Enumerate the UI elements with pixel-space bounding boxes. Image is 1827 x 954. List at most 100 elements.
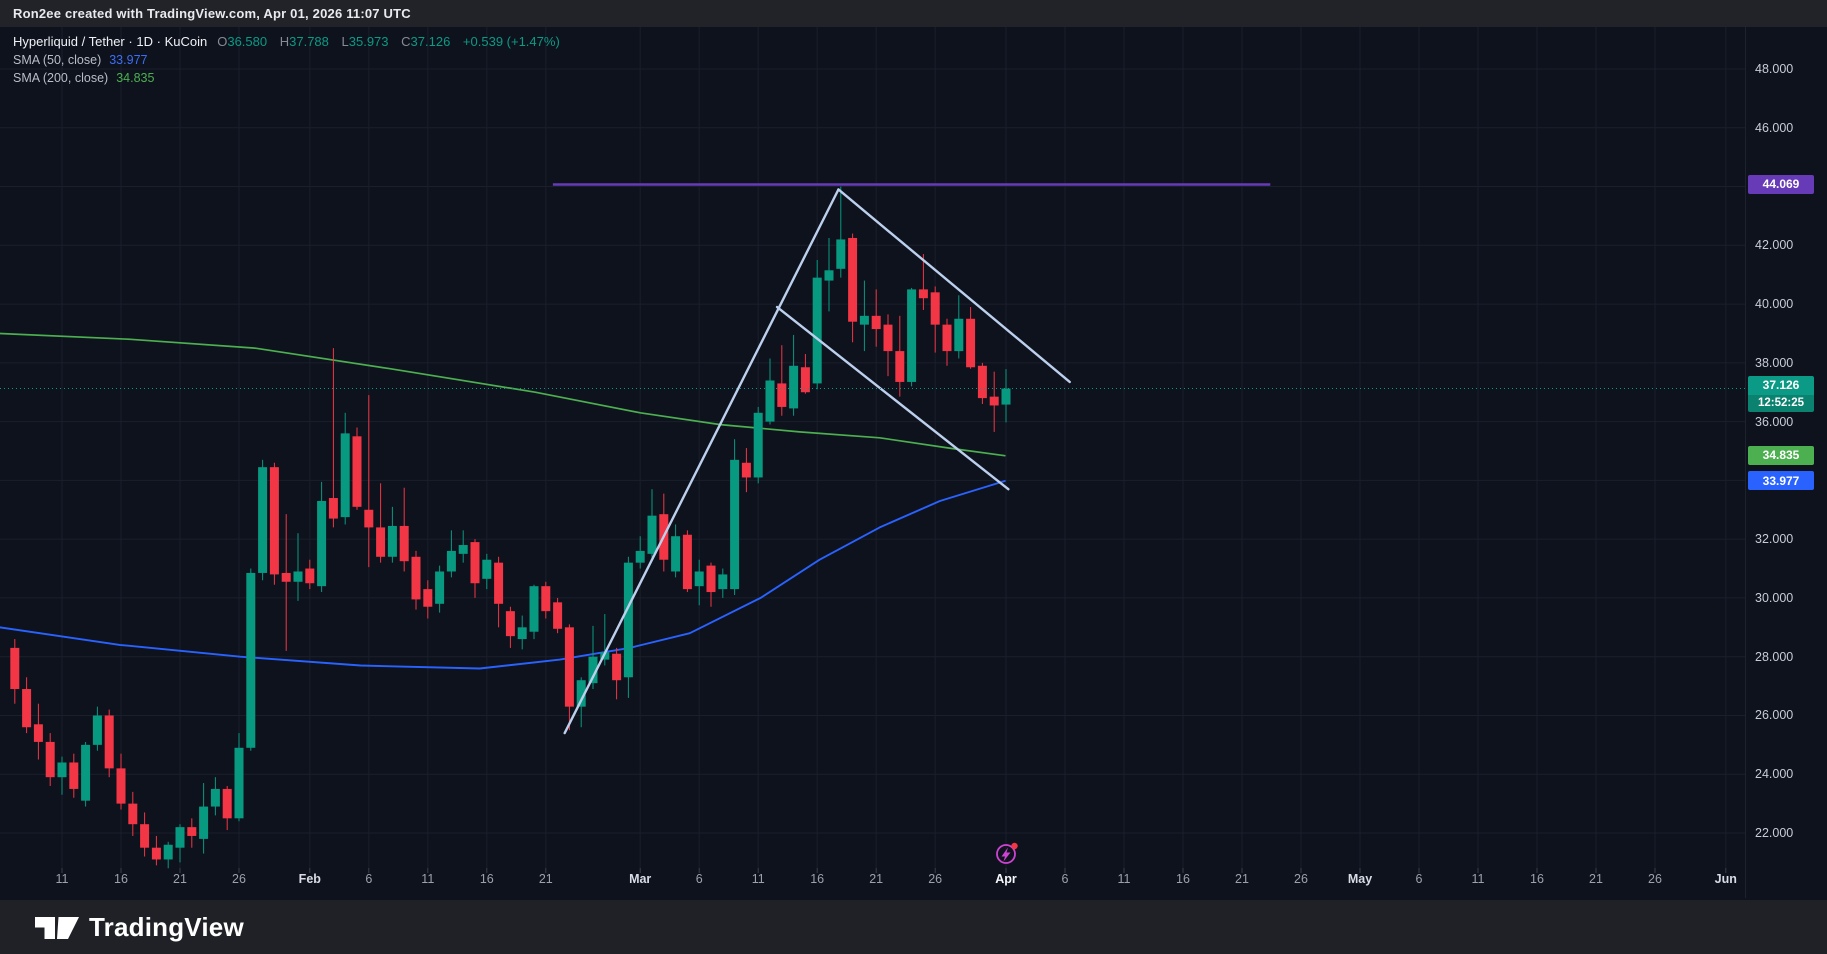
candle-down — [741, 462, 751, 478]
candle-up — [753, 412, 763, 478]
candle-up — [258, 467, 268, 573]
symbol-title: Hyperliquid / Tether · 1D · KuCoin — [13, 34, 208, 49]
candle-up — [482, 559, 492, 579]
candle-up — [824, 270, 834, 281]
chart-legend: Hyperliquid / Tether · 1D · KuCoin O36.5… — [13, 33, 560, 87]
time-axis-label: 21 — [173, 872, 187, 886]
time-axis-label: 21 — [1235, 872, 1249, 886]
tradingview-logo[interactable]: TradingView — [34, 912, 244, 943]
candle-down — [104, 715, 114, 769]
trendline[interactable] — [837, 188, 1071, 384]
time-axis-label: 16 — [1176, 872, 1190, 886]
candle-down — [541, 586, 551, 612]
candle-up — [635, 550, 645, 563]
indicator-row-sma50[interactable]: SMA (50, close) 33.977 — [13, 52, 148, 67]
time-axis-label: 11 — [751, 872, 765, 886]
candle-up — [317, 500, 327, 587]
candle-down — [33, 724, 43, 742]
candle-down — [411, 556, 421, 600]
interval-label: 1D — [136, 34, 153, 49]
candle-down — [989, 396, 999, 406]
candle-up — [789, 365, 799, 409]
candle-down — [328, 498, 338, 519]
time-axis[interactable]: 11 16 21 26 Feb 6 11 16 21 Mar 6 11 16 21 26 Apr 6 11 16 21… — [0, 868, 1745, 898]
price-axis[interactable]: 44.069 37.126 12:52:25 34.835 33.977 48.… — [1745, 27, 1827, 898]
candle-up — [435, 571, 445, 604]
candle-up — [446, 550, 456, 572]
candle-down — [399, 525, 409, 562]
candle-up — [588, 656, 598, 684]
candle-up — [246, 572, 256, 748]
price-axis-label: 22.000 — [1755, 826, 1794, 840]
candle-up — [1001, 388, 1011, 405]
candle-down — [777, 383, 787, 407]
candle-down — [494, 562, 504, 604]
candle-up — [458, 545, 468, 554]
ohlc-values: O36.580 H37.788 L35.973 C37.126 +0.539 (… — [217, 34, 560, 49]
sma200-line — [0, 332, 1006, 457]
candle-down — [305, 568, 315, 584]
trendline[interactable] — [563, 188, 840, 735]
tradingview-logo-icon — [35, 917, 79, 939]
candle-down — [128, 803, 138, 825]
price-badge-sma200: 34.835 — [1748, 445, 1814, 465]
candle-up — [907, 289, 917, 382]
candle-down — [848, 237, 858, 322]
candle-up — [647, 515, 657, 554]
candle-up — [517, 627, 527, 640]
price-axis-label: 48.000 — [1755, 62, 1794, 76]
time-axis-month-label: Jun — [1714, 872, 1737, 886]
time-axis-label: 21 — [869, 872, 884, 886]
candle-up — [163, 844, 173, 860]
attribution-text: Ron2ee created with TradingView.com, Apr… — [13, 6, 411, 21]
event-lightning-icon[interactable] — [996, 842, 1018, 864]
candle-down — [895, 351, 905, 382]
indicator-row-sma200[interactable]: SMA (200, close) 34.835 — [13, 70, 155, 85]
time-axis-label: 6 — [695, 872, 703, 886]
candle-down — [222, 788, 232, 819]
tradingview-logo-text: TradingView — [89, 911, 244, 942]
candle-up — [57, 762, 67, 778]
candle-up — [175, 827, 185, 848]
candle-down — [942, 324, 952, 352]
candle-up — [694, 571, 704, 587]
candle-down — [376, 527, 386, 557]
candle-down — [505, 611, 515, 637]
change-value: +0.539 (+1.47%) — [462, 34, 560, 49]
candle-up — [340, 433, 350, 518]
candle-up — [730, 459, 740, 590]
symbol-row[interactable]: Hyperliquid / Tether · 1D · KuCoin O36.5… — [13, 33, 560, 50]
candle-down — [187, 827, 197, 836]
candle-down — [364, 509, 374, 528]
candle-down — [682, 534, 692, 590]
candle-down — [423, 589, 433, 607]
candle-down — [22, 689, 32, 728]
candle-up — [954, 318, 964, 352]
candle-up — [234, 747, 244, 819]
price-axis-label: 32.000 — [1755, 532, 1794, 547]
candle-up — [718, 574, 728, 590]
price-axis-label: 36.000 — [1755, 414, 1794, 429]
price-axis-label: 42.000 — [1755, 238, 1794, 253]
time-axis-label: 16 — [114, 872, 128, 886]
candle-up — [92, 715, 102, 745]
price-axis-label: 30.000 — [1755, 590, 1794, 605]
attribution-bar: Ron2ee created with TradingView.com, Apr… — [0, 0, 1827, 27]
candle-down — [269, 467, 279, 575]
candle-up — [623, 562, 633, 678]
time-axis-label: 16 — [1530, 872, 1544, 886]
time-axis-month-label: Mar — [629, 872, 652, 886]
candle-up — [387, 525, 397, 557]
candle-down — [69, 762, 79, 789]
time-axis-label: 6 — [1415, 872, 1423, 886]
candle-down — [800, 367, 810, 393]
candle-up — [199, 806, 209, 839]
sma200-value: 34.835 — [116, 70, 155, 85]
price-axis-label: 24.000 — [1755, 767, 1794, 782]
candle-down — [966, 318, 976, 368]
time-axis-label: 26 — [1294, 872, 1308, 886]
trendline[interactable] — [775, 305, 1010, 491]
time-axis-label: 11 — [421, 872, 435, 886]
